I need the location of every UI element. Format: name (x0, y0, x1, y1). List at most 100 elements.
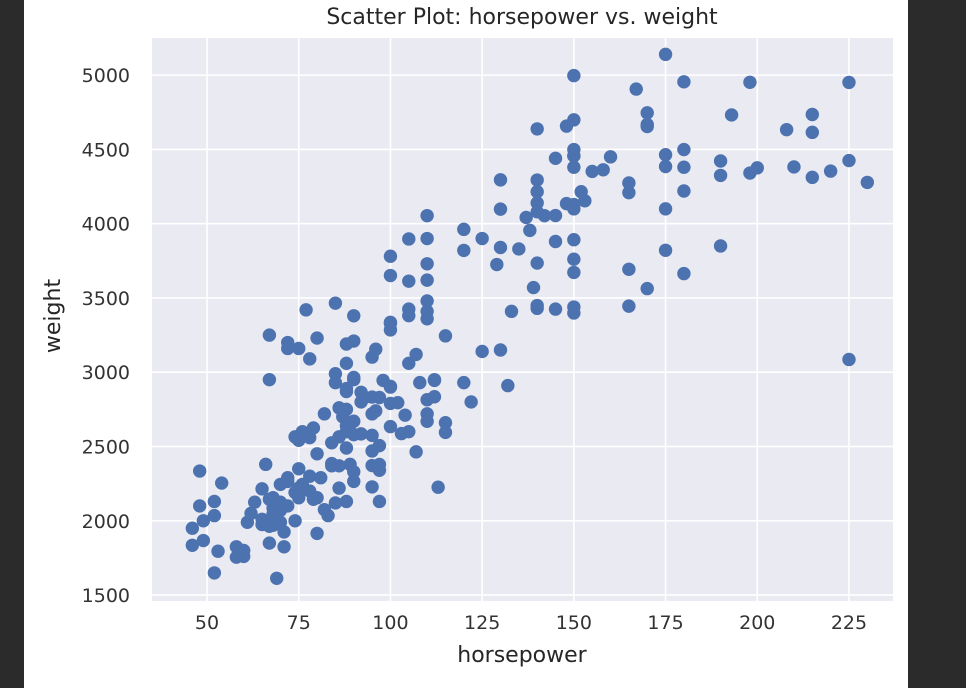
scatter-point (805, 125, 819, 140)
scatter-point (548, 302, 563, 316)
scatter-point (842, 75, 856, 90)
scatter-point (567, 113, 581, 127)
scatter-point (332, 481, 346, 495)
scatter-point (317, 407, 332, 421)
scatter-point (629, 82, 643, 96)
scatter-point (292, 341, 306, 356)
scatter-point (530, 173, 544, 187)
scatter-point (526, 280, 541, 295)
scatter-point (420, 312, 434, 326)
scatter-point (369, 404, 383, 418)
scatter-point (383, 249, 398, 263)
scatter-point (567, 160, 581, 174)
scatter-point (622, 185, 636, 200)
x-tick-label: 150 (556, 612, 592, 634)
scatter-point (457, 222, 471, 237)
scatter-point (413, 375, 427, 390)
scatter-point (501, 378, 515, 393)
scatter-point (427, 372, 442, 387)
scatter-point (347, 414, 361, 428)
y-tick-label: 3500 (82, 288, 130, 310)
scatter-point (493, 343, 508, 357)
scatter-point (658, 202, 673, 216)
scatter-point (303, 469, 317, 483)
scatter-point (567, 306, 581, 320)
scatter-point (383, 419, 398, 434)
scatter-point (310, 526, 324, 541)
scatter-point (383, 315, 398, 330)
scatter-point (457, 375, 471, 390)
scatter-point (805, 107, 819, 122)
scatter-point (658, 243, 673, 257)
scatter-point (310, 331, 324, 345)
scatter-point (369, 342, 383, 356)
y-tick-label: 5000 (82, 65, 130, 87)
chart-title: Scatter Plot: horsepower vs. weight (326, 5, 718, 30)
scatter-point (567, 252, 581, 266)
scatter-point (493, 240, 508, 255)
grid-lines (152, 38, 893, 601)
scatter-point (420, 231, 434, 246)
scatter-point (622, 176, 636, 190)
scatter-point (339, 356, 354, 371)
scatter-point (402, 308, 416, 323)
scatter-point (332, 459, 346, 473)
scatter-point (677, 266, 691, 281)
scatter-chart: Scatter Plot: horsepower vs. weight 50 75… (41, 5, 893, 668)
scatter-point (262, 536, 277, 550)
scatter-point (431, 480, 445, 494)
scatter-point (438, 425, 453, 440)
scatter-point (192, 499, 207, 513)
figure-canvas: Scatter Plot: horsepower vs. weight 50 75… (24, 0, 908, 688)
scatter-point (281, 499, 295, 513)
scatter-point (530, 256, 544, 270)
scatter-point (372, 494, 387, 509)
scatter-point (196, 514, 211, 528)
scatter-point (332, 401, 346, 415)
scatter-point (365, 480, 379, 494)
y-tick-label: 1500 (82, 585, 130, 607)
x-tick-label: 175 (647, 612, 683, 634)
scatter-point (475, 231, 489, 246)
scatter-point (259, 457, 273, 472)
scatter-point (347, 309, 361, 323)
scatter-point (310, 491, 324, 505)
scatter-point (196, 533, 211, 548)
scatter-point (658, 159, 673, 174)
scatter-point (567, 197, 581, 212)
scatter-point (237, 549, 251, 564)
scatter-point (493, 202, 508, 216)
scatter-point (603, 150, 618, 164)
scatter-point (347, 474, 361, 489)
scatter-point (530, 196, 544, 210)
scatter-point (779, 122, 794, 137)
scatter-point (537, 208, 552, 223)
y-tick-label: 2500 (82, 437, 130, 459)
scatter-point (383, 268, 398, 283)
scatter-point (677, 184, 691, 198)
scatter-point (281, 341, 295, 356)
scatter-point (314, 471, 328, 485)
scatter-point (475, 344, 489, 359)
scatter-point (420, 414, 434, 428)
scatter-point (347, 372, 361, 387)
scatter-point (548, 234, 563, 249)
scatter-point (398, 408, 412, 422)
scatter-point (339, 494, 354, 509)
scatter-point (409, 347, 423, 362)
scatter-point (185, 521, 200, 535)
scatter-point (292, 462, 306, 476)
scatter-point (339, 384, 354, 399)
scatter-point (438, 416, 453, 430)
scatter-point (185, 538, 200, 552)
scatter-point (530, 185, 544, 199)
scatter-point (640, 106, 654, 120)
y-tick-labels: 1500 2000 2500 3000 3500 4000 4500 5000 (82, 65, 130, 607)
scatter-point (354, 427, 368, 441)
scatter-point (805, 170, 819, 185)
scatter-point (530, 122, 544, 136)
scatter-point (713, 168, 728, 183)
scatter-point (548, 208, 563, 223)
y-tick-label: 2000 (82, 511, 130, 533)
window-edge (908, 0, 966, 688)
